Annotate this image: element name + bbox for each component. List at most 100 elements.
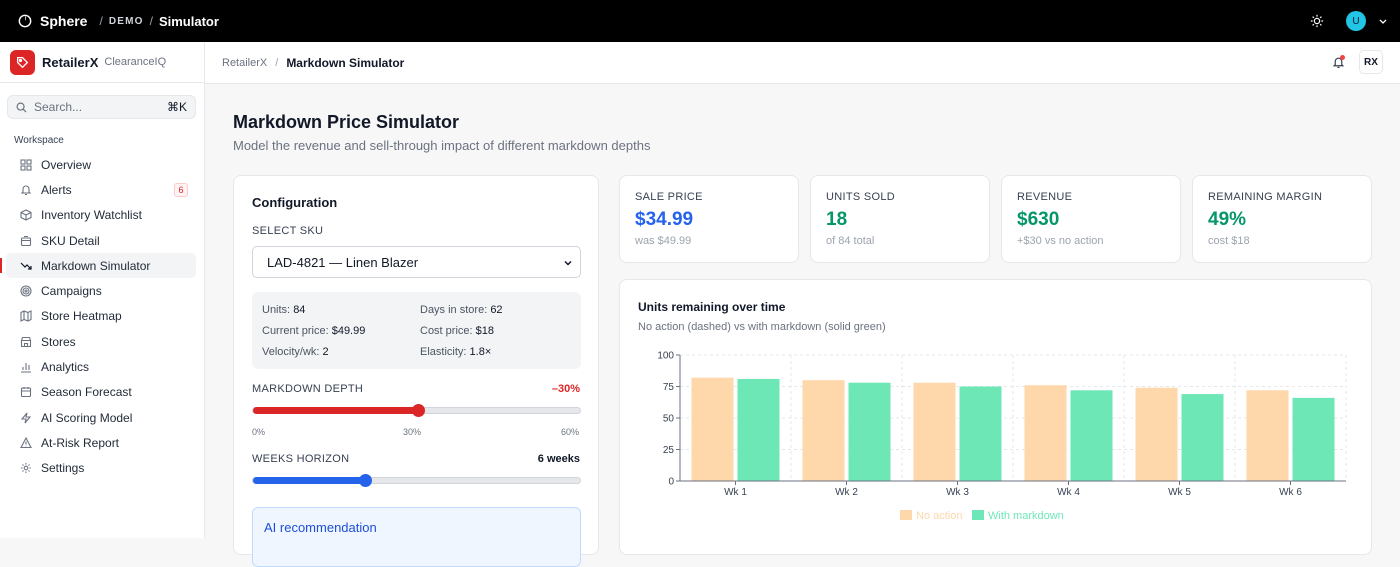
org-name: RetailerX <box>42 54 99 70</box>
x-tick-label: Wk 2 <box>835 487 858 498</box>
stat-cost-price: Cost price: $18 <box>420 325 494 337</box>
weeks-horizon-slider[interactable] <box>252 474 581 487</box>
stat-days-in-store: Days in store: 62 <box>420 304 503 316</box>
kpi-label: UNITS SOLD <box>826 191 896 203</box>
tag-icon <box>10 49 35 75</box>
sidebar-item-label: Season Forecast <box>41 385 132 400</box>
sidebar-item-analytics[interactable]: Analytics <box>6 354 196 379</box>
kpi-value: $34.99 <box>635 209 694 230</box>
chart-subtitle: No action (dashed) vs with markdown (sol… <box>638 321 886 333</box>
sidebar-item-season-forecast[interactable]: Season Forecast <box>6 380 196 405</box>
page-header: RetailerX / Markdown Simulator RX <box>205 42 1400 84</box>
kpi-units-sold: UNITS SOLD 18 of 84 total <box>810 175 990 263</box>
stat-current-price: Current price: $49.99 <box>262 325 366 337</box>
sidebar-item-label: At-Risk Report <box>41 435 120 450</box>
kpi-revenue: REVENUE $630 +$30 vs no action <box>1001 175 1181 263</box>
sidebar-item-label: Analytics <box>41 360 90 375</box>
x-tick-label: Wk 6 <box>1279 487 1302 498</box>
sku-select-value: LAD-4821 — Linen Blazer <box>267 254 419 270</box>
x-tick-label: Wk 1 <box>724 487 747 498</box>
configuration-card: Configuration SELECT SKU LAD-4821 — Line… <box>233 175 599 567</box>
ai-recommendation-title: AI recommendation <box>264 520 377 535</box>
units-remaining-chart-card: Units remaining over time No action (das… <box>619 279 1372 555</box>
x-tick-label: Wk 4 <box>1057 487 1080 498</box>
kpi-remaining-margin: REMAINING MARGIN 49% cost $18 <box>1192 175 1372 263</box>
sidebar-item-sku-detail[interactable]: SKU Detail <box>6 228 196 253</box>
sidebar-item-inventory-watchlist[interactable]: Inventory Watchlist <box>6 203 196 228</box>
bar-with-markdown <box>959 386 1002 481</box>
y-tick-label: 50 <box>663 414 675 425</box>
bar-with-markdown <box>1070 390 1113 481</box>
kpi-subtext: +$30 vs no action <box>1017 235 1104 247</box>
user-avatar-button[interactable]: RX <box>1359 50 1383 74</box>
section-label: Workspace <box>14 135 64 146</box>
legend-swatch <box>972 510 984 520</box>
breadcrumb-parent[interactable]: RetailerX <box>222 56 268 69</box>
stat-elasticity: Elasticity: 1.8× <box>420 346 492 358</box>
trend-down-icon <box>20 262 32 270</box>
sidebar-item-campaigns[interactable]: Campaigns <box>6 278 196 303</box>
chevron-down-icon <box>564 260 572 266</box>
sidebar-item-overview[interactable]: Overview <box>6 152 196 177</box>
notification-dot <box>1340 55 1345 60</box>
kpi-value: 18 <box>826 209 848 230</box>
topbar-page-name: Simulator <box>158 13 219 29</box>
weeks-horizon-value: 6 weeks <box>537 453 580 465</box>
configuration-title: Configuration <box>252 195 338 210</box>
alerts-count-badge: 6 <box>174 183 188 198</box>
bar-no-action <box>802 380 845 481</box>
breadcrumb-separator: / <box>149 14 153 28</box>
weeks-horizon-label: WEEKS HORIZON <box>252 453 350 465</box>
bar-with-markdown <box>848 382 891 481</box>
sku-select[interactable]: LAD-4821 — Linen Blazer <box>252 246 581 278</box>
sphere-logo-icon <box>18 14 32 28</box>
select-sku-label: SELECT SKU <box>252 225 324 237</box>
sidebar-item-at-risk-report[interactable]: At-Risk Report <box>6 430 196 455</box>
bell-icon <box>20 185 32 195</box>
kpi-sale-price: SALE PRICE $34.99 was $49.99 <box>619 175 799 263</box>
sphere-logo[interactable]: Sphere <box>18 13 87 29</box>
kpi-subtext: of 84 total <box>826 235 875 247</box>
org-switcher[interactable]: RetailerX ClearanceIQ <box>0 42 204 83</box>
env-label[interactable]: DEMO <box>108 15 144 27</box>
sidebar-item-label: Stores <box>41 334 76 349</box>
chart-title: Units remaining over time <box>638 300 786 314</box>
sku-stats-panel: Units: 84 Days in store: 62 Current pric… <box>252 292 581 369</box>
markdown-depth-label: MARKDOWN DEPTH <box>252 383 364 395</box>
page-subtitle: Model the revenue and sell-through impac… <box>233 138 651 153</box>
chevron-down-icon[interactable] <box>1378 16 1388 26</box>
slider-fill <box>253 477 365 484</box>
y-tick-label: 25 <box>663 445 675 456</box>
slider-thumb[interactable] <box>412 404 425 417</box>
breadcrumb-current: Markdown Simulator <box>286 55 405 70</box>
markdown-depth-slider[interactable] <box>252 404 581 417</box>
units-remaining-bar-chart: 0 25 50 75 100 Wk 1 Wk 2 Wk 3 Wk 4 Wk 5 Wk 6 No act… <box>657 351 1347 522</box>
sidebar-item-settings[interactable]: Settings <box>6 456 196 481</box>
bar-no-action <box>1246 390 1289 481</box>
sidebar-item-store-heatmap[interactable]: Store Heatmap <box>6 304 196 329</box>
user-avatar[interactable]: U <box>1346 11 1366 31</box>
theme-toggle-sun-icon[interactable] <box>1310 14 1324 28</box>
gear-icon <box>21 463 31 474</box>
kpi-label: REMAINING MARGIN <box>1208 191 1323 203</box>
sidebar-item-ai-scoring-model[interactable]: AI Scoring Model <box>6 405 196 430</box>
sidebar-item-markdown-simulator[interactable]: Markdown Simulator <box>0 253 196 279</box>
sidebar-item-alerts[interactable]: Alerts 6 <box>6 177 196 202</box>
x-tick-label: Wk 5 <box>1168 487 1191 498</box>
depth-tick-min: 0% <box>252 427 266 437</box>
sidebar-item-stores[interactable]: Stores <box>6 329 196 354</box>
legend-label: With markdown <box>988 510 1064 522</box>
sidebar-item-label: AI Scoring Model <box>41 410 133 425</box>
box-icon <box>20 209 32 221</box>
sidebar: RetailerX ClearanceIQ Search... ⌘K Works… <box>0 42 205 538</box>
package-icon <box>20 235 32 246</box>
search-input[interactable]: Search... ⌘K <box>7 95 196 119</box>
y-tick-label: 75 <box>663 382 675 393</box>
search-shortcut: ⌘K <box>166 100 187 114</box>
y-tick-label: 100 <box>657 351 674 362</box>
stat-units: Units: 84 <box>262 304 306 316</box>
sidebar-item-label: Alerts <box>41 182 72 197</box>
slider-thumb[interactable] <box>359 474 372 487</box>
warning-icon <box>20 436 32 448</box>
sidebar-item-label: Settings <box>41 461 85 476</box>
